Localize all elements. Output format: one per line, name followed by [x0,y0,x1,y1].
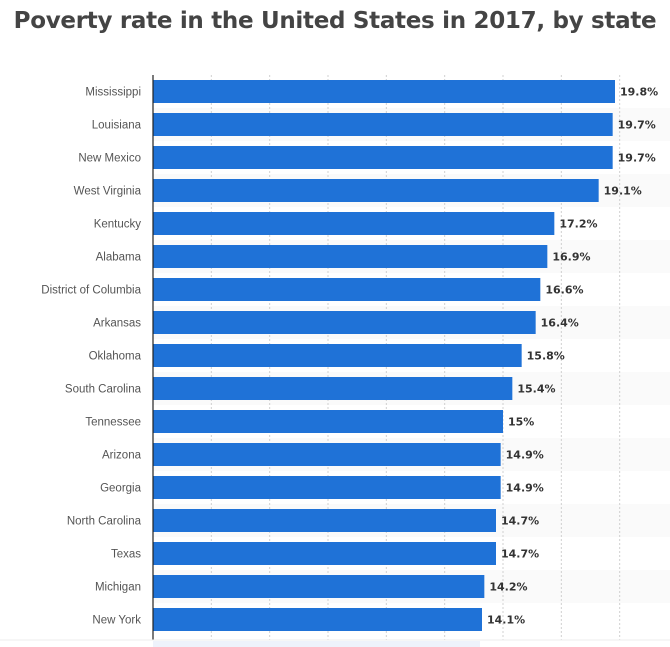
bar [153,575,485,598]
data-label: 19.7% [618,152,656,165]
data-label: 15.8% [527,350,565,363]
data-label: 19.7% [618,119,656,132]
bar [153,476,501,499]
bar [153,113,613,136]
category-label: New York [92,615,141,627]
bar [153,80,615,103]
category-label: Louisiana [92,120,142,132]
data-label: 19.1% [604,185,642,198]
category-label: Tennessee [85,417,141,429]
data-label: 14.7% [501,548,539,561]
category-label: North Carolina [67,516,142,528]
bar [153,146,613,169]
bar [153,212,555,235]
category-label: New Mexico [78,153,141,165]
category-label: Kentucky [94,219,142,231]
data-label: 17.2% [559,218,597,231]
scrollbar [153,641,480,647]
category-label: Arkansas [93,318,141,330]
category-label: Oklahoma [89,351,142,363]
data-label: 14.9% [506,449,544,462]
data-label: 19.8% [620,86,658,99]
category-label: Mississippi [85,87,141,99]
data-label: 16.6% [545,284,583,297]
bar [153,245,548,268]
data-label: 16.9% [552,251,590,264]
bar [153,344,522,367]
data-label: 15.4% [517,383,555,396]
category-label: West Virginia [74,186,142,198]
bar [153,179,599,202]
category-label: District of Columbia [41,285,141,297]
bar [153,377,513,400]
bar [153,443,501,466]
data-label: 14.1% [487,614,525,627]
bar [153,608,482,631]
bar [153,278,541,301]
data-label: 15% [508,416,534,429]
bar [153,410,503,433]
category-label: South Carolina [65,384,142,396]
bar [153,509,496,532]
data-label: 16.4% [541,317,579,330]
data-label: 14.2% [489,581,527,594]
bar [153,542,496,565]
category-label: Michigan [95,582,141,594]
data-label: 14.9% [506,482,544,495]
category-label: Georgia [100,483,142,495]
bar [153,311,536,334]
category-label: Alabama [96,252,142,264]
category-label: Texas [111,549,141,561]
chart-title: Poverty rate in the United States in 201… [13,8,657,34]
data-label: 14.7% [501,515,539,528]
category-label: Arizona [102,450,142,462]
